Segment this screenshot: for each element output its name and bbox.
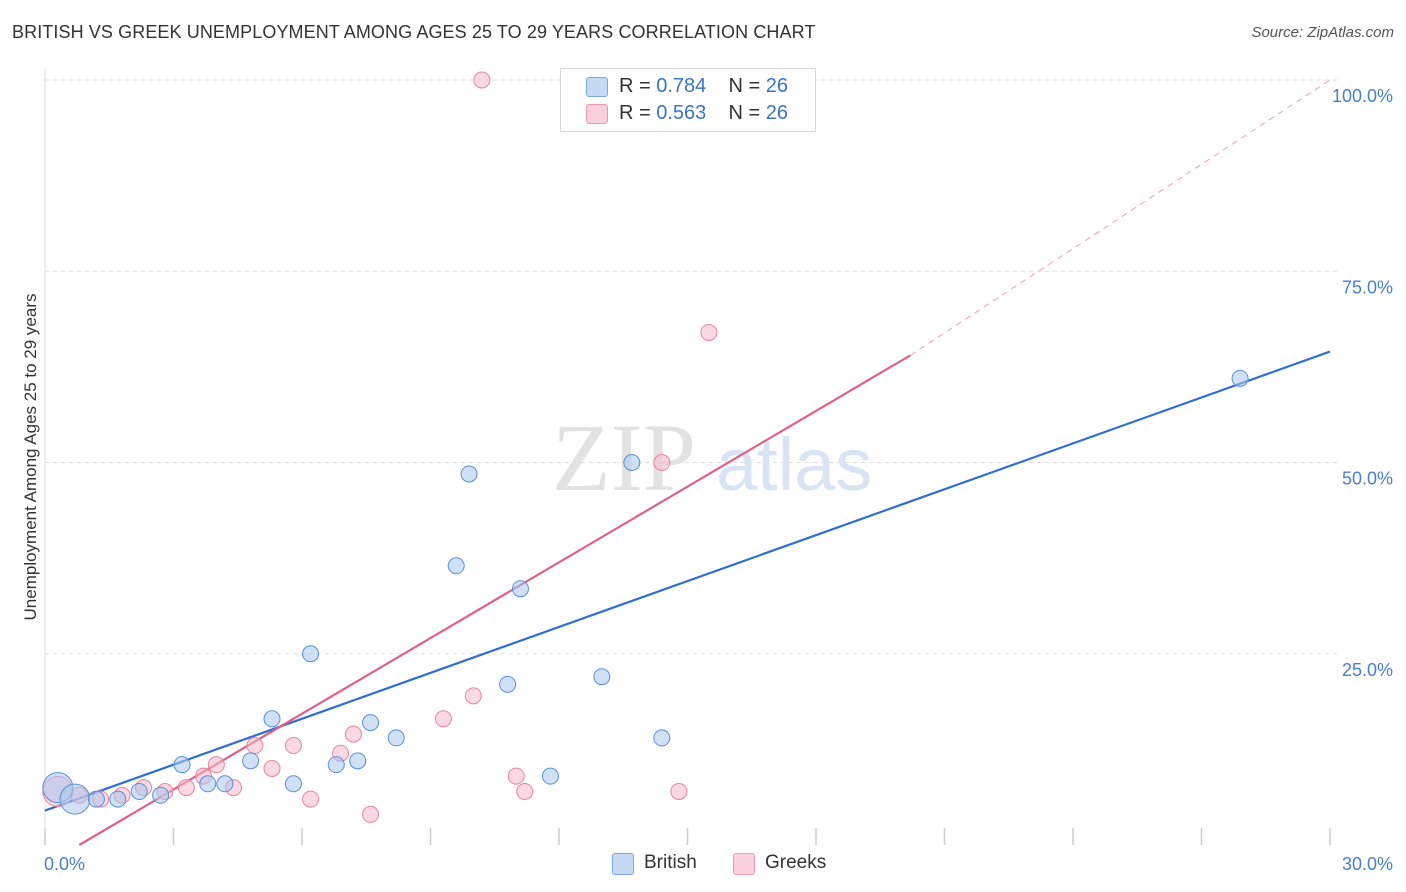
y-tick-label: 50.0% xyxy=(1342,469,1393,489)
legend-swatch-british xyxy=(586,77,608,97)
point-british xyxy=(511,580,529,598)
point-british xyxy=(499,675,517,693)
point-british xyxy=(216,775,234,793)
axes xyxy=(44,68,1331,845)
chart-title: BRITISH VS GREEK UNEMPLOYMENT AMONG AGES… xyxy=(12,22,816,42)
point-british xyxy=(349,752,367,770)
bottom-legend-swatch-greeks xyxy=(733,853,755,875)
point-greeks xyxy=(207,756,225,774)
point-greeks xyxy=(362,805,380,823)
point-british xyxy=(284,775,302,793)
point-british xyxy=(59,783,91,815)
point-british xyxy=(152,786,170,804)
x-tick-label: 0.0% xyxy=(44,854,85,874)
point-british xyxy=(327,756,345,774)
grid xyxy=(45,79,1340,655)
point-greeks xyxy=(473,71,491,89)
point-greeks xyxy=(700,323,718,341)
point-british xyxy=(623,454,641,471)
point-british xyxy=(87,790,105,808)
point-greeks xyxy=(263,760,281,777)
point-british xyxy=(460,465,478,483)
y-axis-label: Unemployment Among Ages 25 to 29 years xyxy=(21,294,40,621)
x-tick-label: 30.0% xyxy=(1342,854,1393,874)
point-british xyxy=(541,767,559,785)
point-british xyxy=(1231,369,1249,387)
point-greeks xyxy=(284,737,302,755)
point-british xyxy=(362,714,380,732)
point-greeks xyxy=(670,782,688,800)
legend-n-label: N = xyxy=(728,102,766,124)
trend-line-british xyxy=(44,350,1331,812)
point-british xyxy=(199,775,217,793)
point-british xyxy=(242,752,260,770)
legend-r-value: 0.563 xyxy=(656,102,707,124)
legend-r-label: R = xyxy=(619,102,657,124)
watermark-atlas: atlas xyxy=(716,423,872,506)
point-greeks xyxy=(507,767,525,785)
point-british xyxy=(130,782,148,800)
y-tick-label: 25.0% xyxy=(1342,660,1393,680)
watermark: ZIP atlas xyxy=(552,404,872,511)
source-credit: Source: ZipAtlas.com xyxy=(1251,24,1394,41)
point-greeks xyxy=(177,779,195,797)
point-british xyxy=(653,729,671,747)
correlation-legend: R = 0.784 N = 26 R = 0.563 N = 26 xyxy=(560,68,816,132)
tick-labels: 25.0% 50.0% 75.0% 100.0% 0.0% 30.0% xyxy=(44,86,1393,874)
y-tick-label: 75.0% xyxy=(1342,277,1393,297)
legend-n-label: N = xyxy=(728,75,766,97)
point-greeks xyxy=(464,687,482,705)
point-british xyxy=(593,668,611,686)
point-greeks xyxy=(434,710,452,728)
point-british xyxy=(387,729,405,747)
legend-r-label: R = xyxy=(619,75,657,97)
legend-swatch-greeks xyxy=(586,104,608,124)
data-points xyxy=(42,71,1249,823)
point-british xyxy=(447,557,465,575)
point-british xyxy=(109,790,127,808)
legend-n-value: 26 xyxy=(765,102,789,124)
trend-line-extension xyxy=(909,79,1331,356)
point-british xyxy=(263,710,281,728)
point-greeks xyxy=(246,737,264,755)
watermark-zip: ZIP xyxy=(552,404,696,511)
point-greeks xyxy=(344,725,362,743)
point-greeks xyxy=(653,454,671,471)
point-greeks xyxy=(516,782,534,800)
bottom-legend-swatch-british xyxy=(612,853,634,875)
y-tick-label: 100.0% xyxy=(1332,86,1393,106)
legend-r-value: 0.784 xyxy=(656,75,707,97)
bottom-legend-label-greeks: Greeks xyxy=(765,852,827,873)
point-british xyxy=(173,756,191,774)
bottom-legend-label-british: British xyxy=(644,852,697,873)
point-greeks xyxy=(302,790,320,808)
legend-n-value: 26 xyxy=(765,75,789,97)
point-british xyxy=(302,645,320,663)
